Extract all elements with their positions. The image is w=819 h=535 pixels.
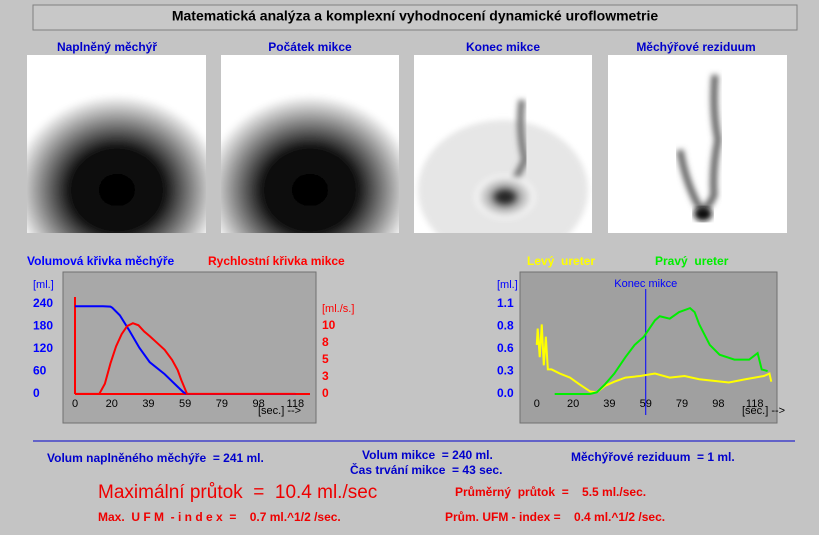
image-label: Konec mikce	[466, 40, 540, 54]
data-line	[75, 322, 296, 395]
scan-image	[27, 55, 206, 233]
title-bar	[32, 4, 798, 31]
x-axis-label: [sec.] -->	[258, 405, 301, 417]
x-tick-label: 39	[142, 398, 154, 410]
y2-tick-label: 3	[322, 369, 329, 383]
x-tick-label: 98	[712, 398, 724, 410]
y-tick-label: 0.0	[497, 386, 514, 400]
image-label: Naplněný měchýř	[57, 40, 157, 54]
data-line	[554, 306, 768, 395]
result-text: Prům. UFM - index = 0.4 ml.^1/2 /sec.	[445, 510, 665, 524]
legend-entry: Volumová křivka měchýře	[27, 254, 175, 268]
y2-axis-label: [ml./s.]	[322, 303, 354, 315]
result-text: Max. U F M - i n d e x = 0.7 ml.^1/2 /se…	[98, 510, 341, 524]
legend-entry: Levý ureter	[527, 254, 595, 268]
x-tick-label: 118	[287, 398, 305, 410]
x-tick-label: 59	[179, 398, 191, 410]
result-text: Čas trvání mikce = 43 sec.	[350, 462, 502, 477]
legend-entry: Pravý ureter	[655, 254, 729, 268]
data-line	[535, 324, 773, 394]
y-tick-label: 1.1	[497, 296, 514, 310]
chart-panel	[62, 271, 317, 424]
image-label: Počátek mikce	[268, 40, 352, 54]
y-axis-label: [ml.]	[33, 279, 54, 291]
x-tick-label: 20	[106, 398, 118, 410]
y2-tick-label: 5	[322, 352, 329, 366]
y-tick-label: 0.8	[497, 319, 514, 333]
result-text: Maximální průtok = 10.4 ml./sec	[98, 482, 377, 503]
x-tick-label: 20	[567, 398, 579, 410]
x-tick-label: 39	[603, 398, 615, 410]
y2-tick-label: 8	[322, 335, 329, 349]
x-axis-label: [sec.] -->	[742, 405, 785, 417]
y-tick-label: 0.6	[497, 341, 514, 355]
x-tick-label: 118	[746, 398, 764, 410]
window-title: Matematická analýza a komplexní vyhodnoc…	[172, 8, 658, 24]
y-axis-label: [ml.]	[497, 279, 518, 291]
scan-image	[608, 55, 787, 233]
y-tick-label: 240	[33, 296, 53, 310]
x-tick-label: 98	[252, 398, 264, 410]
y-tick-label: 180	[33, 319, 53, 333]
result-text: Průměrný průtok = 5.5 ml./sec.	[455, 485, 646, 499]
scan-image	[414, 55, 592, 233]
annotation-text: Konec mikce	[614, 278, 677, 290]
legend-entry: Rychlostní křivka mikce	[208, 254, 345, 268]
y2-tick-label: 10	[322, 318, 336, 332]
chart-panel	[519, 271, 778, 424]
y-tick-label: 0	[33, 386, 40, 400]
x-tick-label: 0	[72, 398, 78, 410]
result-text: Volum mikce = 240 ml.	[362, 448, 493, 462]
x-tick-label: 0	[534, 398, 540, 410]
y-tick-label: 120	[33, 341, 53, 355]
result-text: Měchýřové reziduum = 1 ml.	[571, 450, 735, 464]
image-label: Měchýřové reziduum	[636, 40, 755, 54]
y2-tick-label: 0	[322, 386, 329, 400]
x-tick-label: 79	[216, 398, 228, 410]
y-tick-label: 0.3	[497, 364, 514, 378]
result-text: Volum naplněného měchýře = 241 ml.	[47, 451, 264, 465]
scan-image	[221, 55, 399, 233]
y-tick-label: 60	[33, 364, 47, 378]
x-tick-label: 79	[676, 398, 688, 410]
